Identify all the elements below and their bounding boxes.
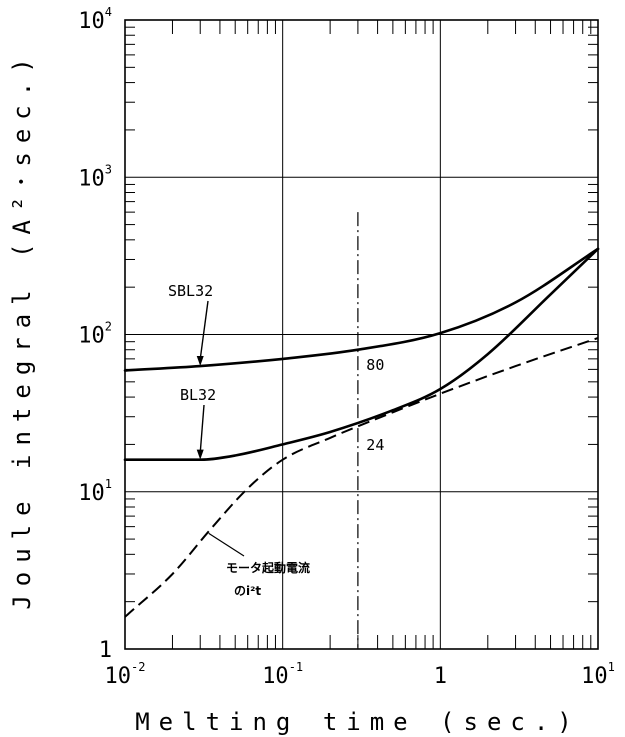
x-axis-title: Melting time (sec.) [135, 708, 581, 736]
y-tick-label: 103 [78, 162, 112, 191]
y-tick-label: 104 [78, 5, 112, 34]
y-tick-label: 101 [78, 477, 112, 506]
x-tick-base: 10 [581, 664, 608, 689]
y-tick-base: 10 [78, 481, 105, 506]
series-line-1 [123, 247, 600, 462]
y-tick-label: 102 [78, 320, 112, 349]
y-tick-exponent: 1 [105, 477, 112, 491]
y-tick-base: 10 [78, 324, 105, 349]
annotation-sbl32-arrow [199, 300, 209, 360]
x-tick-label: 1 [434, 664, 447, 689]
annotation-motor: モータ起動電流 のi²t [208, 532, 310, 598]
x-tick-base: 10 [105, 664, 132, 689]
y-tick-exponent: 2 [105, 320, 112, 334]
y-tick-exponent: 3 [105, 162, 112, 176]
plot-frame [124, 19, 599, 650]
annotation-24: 24 [366, 436, 384, 454]
x-tick-label: 101 [581, 660, 615, 689]
annotation-sbl32: SBL32 [168, 282, 213, 367]
annotation-bl32-arrow [199, 404, 205, 453]
x-tick-exponent: -2 [131, 660, 145, 674]
series-layer [123, 247, 600, 618]
x-tick-exponent: 1 [608, 660, 615, 674]
annotation-bl32-label: BL32 [180, 386, 216, 404]
x-tick-base: 1 [434, 664, 447, 689]
x-tick-exponent: -1 [289, 660, 303, 674]
major-grid [124, 19, 599, 650]
y-tick-label: 1 [99, 638, 112, 663]
annotation-motor-line2: のi²t [234, 584, 261, 598]
y-tick-exponent: 4 [105, 5, 112, 19]
x-tick-label: 10-2 [105, 660, 146, 689]
x-tick-label: 10-1 [262, 660, 303, 689]
x-tick-base: 10 [262, 664, 289, 689]
minor-ticks [125, 20, 598, 649]
y-axis-title: Joule integral (A²･sec.) [8, 49, 36, 609]
annotation-sbl32-arrowhead [196, 356, 204, 367]
annotations: SBL32 BL32 80 24 モータ起動電流 のi²t [168, 282, 384, 598]
annotation-80: 80 [366, 356, 384, 374]
annotation-bl32: BL32 [180, 386, 216, 460]
annotation-motor-line1: モータ起動電流 [226, 560, 310, 575]
y-tick-base: 10 [78, 166, 105, 191]
y-tick-base: 10 [78, 9, 105, 34]
y-tick-base: 1 [99, 638, 112, 663]
series-line-2 [124, 337, 599, 618]
series-line-0 [123, 247, 600, 372]
annotation-motor-arrow [208, 532, 245, 557]
annotation-sbl32-label: SBL32 [168, 282, 213, 300]
annotation-bl32-arrowhead [196, 449, 204, 460]
